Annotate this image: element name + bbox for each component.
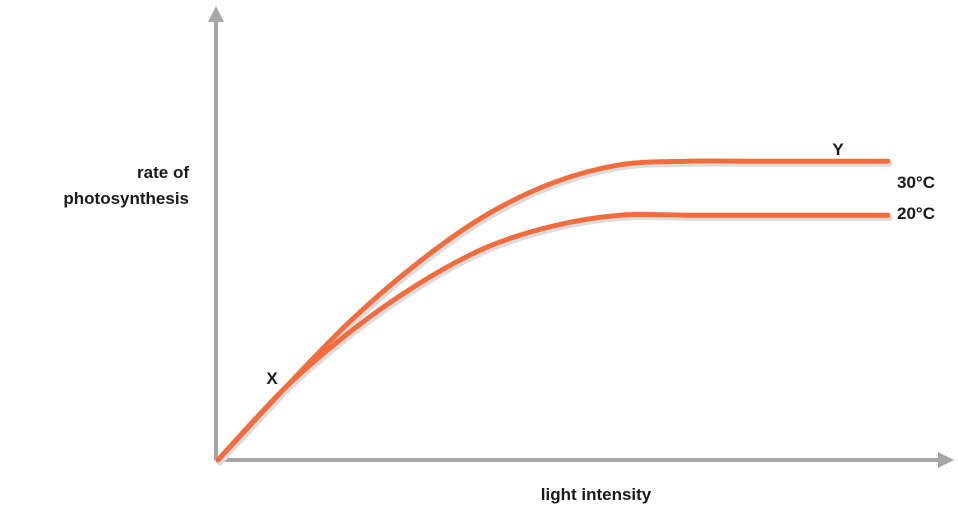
y-axis-label-line1: rate of [137,163,189,182]
annotation-x: X [266,369,278,388]
y-axis-label-line2: photosynthesis [63,189,189,208]
series-layer [215,158,893,466]
series-label-30c: 30°C [897,173,935,192]
annotation-y: Y [832,140,844,159]
series-shadow-1 [217,214,893,466]
series-line-0 [215,158,891,463]
series-shadow-0 [217,161,893,466]
series-label-20c: 20°C [897,204,935,223]
series-line-1 [215,211,891,463]
x-axis-label: light intensity [541,485,652,504]
